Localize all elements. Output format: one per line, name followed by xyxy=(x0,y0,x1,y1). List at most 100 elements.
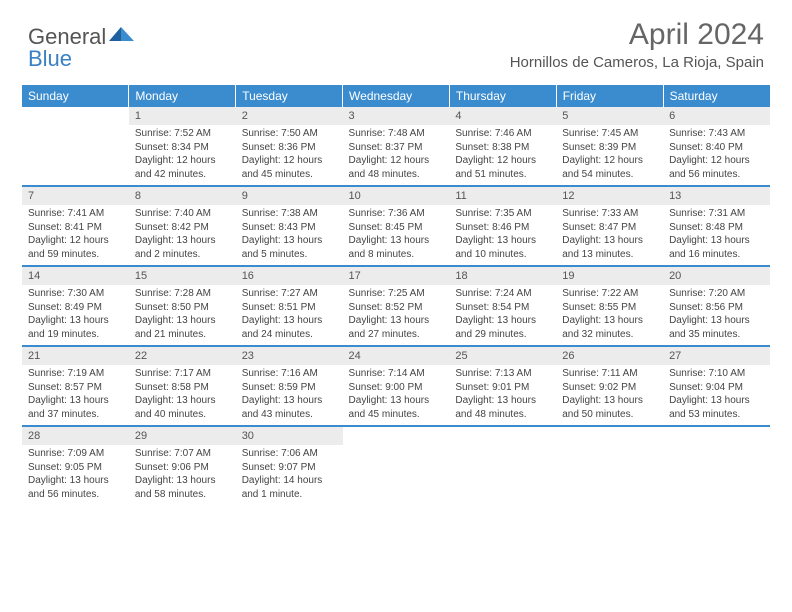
daylight-line2: and 2 minutes. xyxy=(135,248,230,262)
day-data: Sunrise: 7:09 AMSunset: 9:05 PMDaylight:… xyxy=(22,445,129,505)
daylight-line2: and 42 minutes. xyxy=(135,168,230,182)
day-number: 27 xyxy=(663,347,770,365)
daylight-line2: and 21 minutes. xyxy=(135,328,230,342)
daylight-line1: Daylight: 13 hours xyxy=(349,314,444,328)
calendar-cell: 24Sunrise: 7:14 AMSunset: 9:00 PMDayligh… xyxy=(343,346,450,426)
sunrise: Sunrise: 7:45 AM xyxy=(562,127,657,141)
daylight-line1: Daylight: 13 hours xyxy=(135,394,230,408)
day-number: 4 xyxy=(449,107,556,125)
day-number: 30 xyxy=(236,427,343,445)
calendar-cell: 7Sunrise: 7:41 AMSunset: 8:41 PMDaylight… xyxy=(22,186,129,266)
daylight-line2: and 10 minutes. xyxy=(455,248,550,262)
sunrise: Sunrise: 7:07 AM xyxy=(135,447,230,461)
day-number: 21 xyxy=(22,347,129,365)
sunrise: Sunrise: 7:40 AM xyxy=(135,207,230,221)
sunrise: Sunrise: 7:24 AM xyxy=(455,287,550,301)
sunset: Sunset: 8:41 PM xyxy=(28,221,123,235)
daylight-line2: and 58 minutes. xyxy=(135,488,230,502)
day-data: Sunrise: 7:06 AMSunset: 9:07 PMDaylight:… xyxy=(236,445,343,505)
calendar-cell: 13 Sunrise: 7:31 AMSunset: 8:48 PMDayligh… xyxy=(663,186,770,266)
daylight-line2: and 51 minutes. xyxy=(455,168,550,182)
sunrise: Sunrise: 7:22 AM xyxy=(562,287,657,301)
daylight-line1: Daylight: 13 hours xyxy=(135,234,230,248)
sunrise: Sunrise: 7:31 AM xyxy=(669,207,764,221)
day-data: Sunrise: 7:17 AMSunset: 8:58 PMDaylight:… xyxy=(129,365,236,425)
sunset: Sunset: 8:46 PM xyxy=(455,221,550,235)
daylight-line2: and 48 minutes. xyxy=(455,408,550,422)
sunrise: Sunrise: 7:46 AM xyxy=(455,127,550,141)
daylight-line1: Daylight: 13 hours xyxy=(562,314,657,328)
calendar-row: 7Sunrise: 7:41 AMSunset: 8:41 PMDaylight… xyxy=(22,186,770,266)
daylight-line2: and 32 minutes. xyxy=(562,328,657,342)
day-number: 17 xyxy=(343,267,450,285)
calendar-cell: 25Sunrise: 7:13 AMSunset: 9:01 PMDayligh… xyxy=(449,346,556,426)
sunset: Sunset: 8:48 PM xyxy=(669,221,764,235)
daylight-line2: and 1 minute. xyxy=(242,488,337,502)
daylight-line2: and 37 minutes. xyxy=(28,408,123,422)
daylight-line2: and 54 minutes. xyxy=(562,168,657,182)
day-header: Wednesday xyxy=(343,85,450,107)
calendar-cell: 16Sunrise: 7:27 AMSunset: 8:51 PMDayligh… xyxy=(236,266,343,346)
day-number: 26 xyxy=(556,347,663,365)
sunset: Sunset: 8:38 PM xyxy=(455,141,550,155)
calendar-cell: 22Sunrise: 7:17 AMSunset: 8:58 PMDayligh… xyxy=(129,346,236,426)
daylight-line2: and 56 minutes. xyxy=(28,488,123,502)
day-number: 24 xyxy=(343,347,450,365)
sunset: Sunset: 8:36 PM xyxy=(242,141,337,155)
daylight-line1: Daylight: 12 hours xyxy=(135,154,230,168)
day-header: Monday xyxy=(129,85,236,107)
sunset: Sunset: 9:01 PM xyxy=(455,381,550,395)
calendar-cell: 30Sunrise: 7:06 AMSunset: 9:07 PMDayligh… xyxy=(236,426,343,505)
calendar-cell: 21Sunrise: 7:19 AMSunset: 8:57 PMDayligh… xyxy=(22,346,129,426)
calendar-cell: 26Sunrise: 7:11 AMSunset: 9:02 PMDayligh… xyxy=(556,346,663,426)
day-data: Sunrise: 7:14 AMSunset: 9:00 PMDaylight:… xyxy=(343,365,450,425)
calendar-cell: 8Sunrise: 7:40 AMSunset: 8:42 PMDaylight… xyxy=(129,186,236,266)
daylight-line2: and 24 minutes. xyxy=(242,328,337,342)
day-number: 23 xyxy=(236,347,343,365)
day-data: Sunrise: 7:48 AMSunset: 8:37 PMDaylight:… xyxy=(343,125,450,185)
day-data: Sunrise: 7:43 AMSunset: 8:40 PMDaylight:… xyxy=(663,125,770,185)
calendar-cell xyxy=(22,107,129,186)
calendar-body: 1Sunrise: 7:52 AMSunset: 8:34 PMDaylight… xyxy=(22,107,770,505)
calendar-row: 28Sunrise: 7:09 AMSunset: 9:05 PMDayligh… xyxy=(22,426,770,505)
sunset: Sunset: 9:05 PM xyxy=(28,461,123,475)
sunset: Sunset: 9:00 PM xyxy=(349,381,444,395)
day-number: 15 xyxy=(129,267,236,285)
calendar-cell: 18Sunrise: 7:24 AMSunset: 8:54 PMDayligh… xyxy=(449,266,556,346)
sunrise: Sunrise: 7:30 AM xyxy=(28,287,123,301)
calendar-cell: 2Sunrise: 7:50 AMSunset: 8:36 PMDaylight… xyxy=(236,107,343,186)
day-number: 9 xyxy=(236,187,343,205)
calendar-cell: 23Sunrise: 7:16 AMSunset: 8:59 PMDayligh… xyxy=(236,346,343,426)
sunset: Sunset: 9:07 PM xyxy=(242,461,337,475)
day-number: 7 xyxy=(22,187,129,205)
calendar-cell xyxy=(449,426,556,505)
day-data: Sunrise: 7:50 AMSunset: 8:36 PMDaylight:… xyxy=(236,125,343,185)
day-header: Tuesday xyxy=(236,85,343,107)
sunset: Sunset: 8:45 PM xyxy=(349,221,444,235)
daylight-line2: and 43 minutes. xyxy=(242,408,337,422)
calendar-table: SundayMondayTuesdayWednesdayThursdayFrid… xyxy=(22,85,770,505)
calendar-row: 14Sunrise: 7:30 AMSunset: 8:49 PMDayligh… xyxy=(22,266,770,346)
day-number: 13 xyxy=(663,187,770,205)
daylight-line2: and 53 minutes. xyxy=(669,408,764,422)
daylight-line2: and 59 minutes. xyxy=(28,248,123,262)
daylight-line1: Daylight: 13 hours xyxy=(28,394,123,408)
day-header: Saturday xyxy=(663,85,770,107)
day-number: 29 xyxy=(129,427,236,445)
calendar-cell: 10Sunrise: 7:36 AMSunset: 8:45 PMDayligh… xyxy=(343,186,450,266)
day-header: Thursday xyxy=(449,85,556,107)
sunset: Sunset: 8:58 PM xyxy=(135,381,230,395)
day-number: 12 xyxy=(556,187,663,205)
day-header: Sunday xyxy=(22,85,129,107)
daylight-line2: and 56 minutes. xyxy=(669,168,764,182)
sunrise: Sunrise: 7:38 AM xyxy=(242,207,337,221)
sunset: Sunset: 9:02 PM xyxy=(562,381,657,395)
sunset: Sunset: 8:54 PM xyxy=(455,301,550,315)
sunrise: Sunrise: 7:13 AM xyxy=(455,367,550,381)
sunrise: Sunrise: 7:19 AM xyxy=(28,367,123,381)
day-number: 3 xyxy=(343,107,450,125)
daylight-line1: Daylight: 13 hours xyxy=(669,234,764,248)
day-data: Sunrise: 7:33 AMSunset: 8:47 PMDaylight:… xyxy=(556,205,663,265)
daylight-line2: and 48 minutes. xyxy=(349,168,444,182)
sunset: Sunset: 8:42 PM xyxy=(135,221,230,235)
